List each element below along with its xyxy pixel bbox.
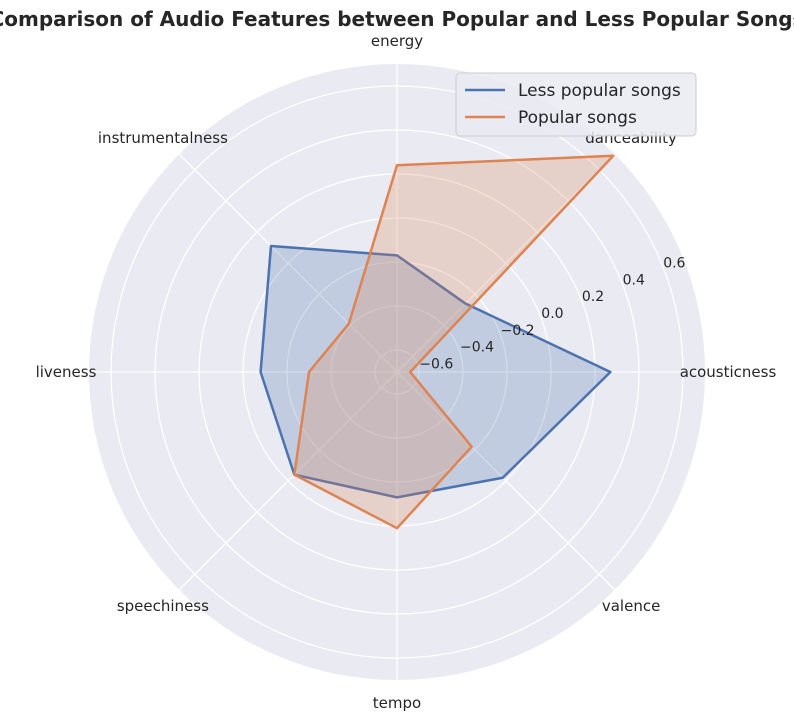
legend-box (455, 72, 697, 137)
radial-tick-label-4: 0.2 (582, 289, 604, 305)
legend: Less popular songs Popular songs (455, 72, 697, 137)
radial-tick-labels: −0.6 −0.4 −0.2 0.0 0.2 0.4 0.6 (419, 256, 685, 373)
category-label-tempo: tempo (373, 694, 421, 712)
series-fill-popular-songs (294, 155, 614, 529)
category-label-valence: valence (602, 597, 660, 615)
radial-tick-label-3: 0.0 (541, 306, 563, 322)
category-label-energy: energy (371, 32, 423, 50)
legend-label-popular: Popular songs (518, 108, 637, 128)
category-label-speechiness: speechiness (117, 597, 209, 615)
radial-tick-label-5: 0.4 (623, 272, 645, 288)
category-label-acousticness: acousticness (680, 363, 777, 381)
spoke-instrumentalness (178, 153, 398, 373)
radial-tick-label-0: −0.6 (419, 357, 453, 373)
legend-label-less-popular: Less popular songs (518, 81, 681, 101)
category-label-instrumentalness: instrumentalness (98, 129, 228, 147)
angular-grid (89, 64, 705, 680)
spoke-speechiness (178, 371, 398, 591)
radial-tick-label-6: 0.6 (663, 256, 685, 272)
category-label-liveness: liveness (36, 363, 97, 381)
series-layer (259, 154, 615, 530)
radial-tick-label-1: −0.4 (460, 340, 494, 356)
spoke-danceability (396, 153, 616, 373)
radial-tick-label-2: −0.2 (501, 323, 535, 339)
chart-title: Comparison of Audio Features between Pop… (0, 7, 794, 31)
spoke-valence (396, 371, 616, 591)
series-fill-less-popular-songs (260, 245, 611, 498)
